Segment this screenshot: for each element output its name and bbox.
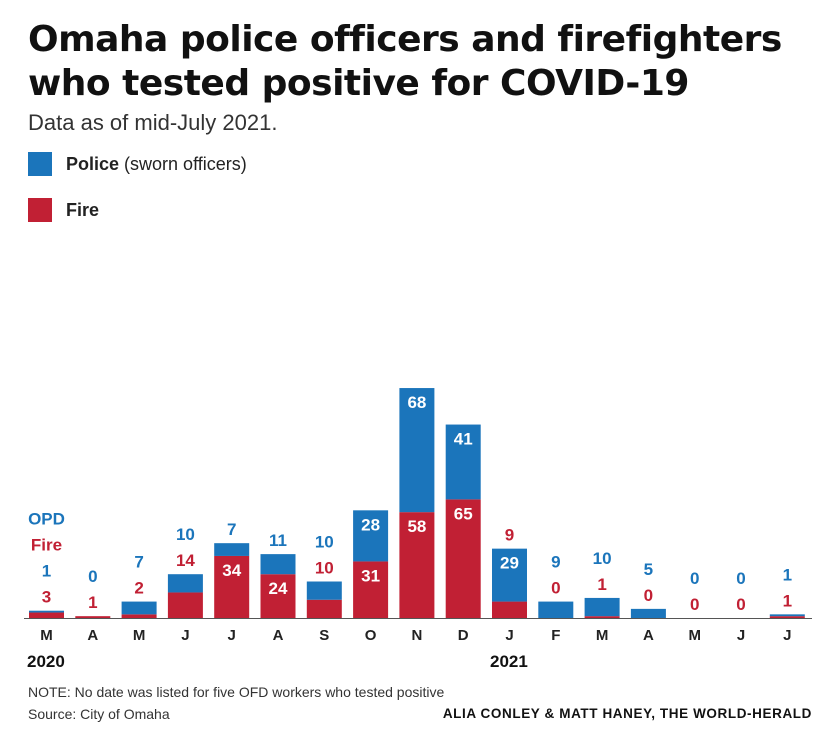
- chart-subtitle: Data as of mid-July 2021.: [28, 110, 278, 135]
- bar-police-7: [353, 510, 389, 562]
- label-fire-7: 31: [361, 566, 380, 585]
- tick-label-0: M: [40, 627, 53, 644]
- bar-fire-7: [353, 561, 389, 618]
- label-police-4: 7: [227, 520, 236, 539]
- bar-police-11: [538, 601, 574, 618]
- label-police-6: 10: [315, 533, 334, 552]
- label-fire-13: 0: [644, 586, 653, 605]
- tick-label-13: A: [643, 627, 654, 644]
- bar-fire-4: [214, 555, 250, 618]
- bar-police-3: [167, 574, 203, 593]
- tick-label-7: O: [365, 627, 377, 644]
- legend-police-swatch: [28, 152, 52, 176]
- label-fire-5: 24: [269, 579, 288, 598]
- label-fire-14: 0: [690, 595, 699, 614]
- label-fire-3: 14: [176, 551, 195, 570]
- tick-label-5: A: [273, 627, 284, 644]
- tick-label-8: N: [411, 627, 422, 644]
- label-police-11: 9: [551, 553, 560, 572]
- tick-label-4: J: [228, 627, 236, 644]
- label-fire-6: 10: [315, 559, 334, 578]
- tick-label-15: J: [737, 627, 745, 644]
- bar-police-13: [630, 608, 666, 618]
- bar-police-12: [584, 597, 620, 617]
- year-label-1: 2021: [490, 652, 528, 671]
- bar-fire-1: [75, 616, 111, 618]
- annotation-fire: Fire: [31, 536, 62, 555]
- bar-fire-9: [445, 499, 481, 618]
- tick-label-6: S: [319, 627, 329, 644]
- legend-fire-text: Fire: [66, 200, 99, 221]
- label-police-7: 28: [361, 515, 380, 534]
- legend-police-label: Police: [66, 153, 120, 174]
- bar-police-0: [29, 610, 64, 613]
- bar-fire-0: [29, 612, 64, 618]
- label-fire-2: 2: [134, 579, 143, 598]
- label-police-2: 7: [134, 553, 143, 572]
- label-police-8: 68: [407, 393, 426, 412]
- bar-police-2: [121, 601, 157, 615]
- label-police-10: 29: [500, 554, 519, 573]
- chart-note: NOTE: No date was listed for five OFD wo…: [28, 684, 445, 700]
- label-fire-0: 3: [42, 588, 51, 607]
- label-police-13: 5: [644, 560, 653, 579]
- bar-fire-12: [584, 616, 620, 618]
- bar-fire-3: [167, 592, 203, 618]
- bar-fire-6: [306, 599, 342, 618]
- bar-fire-8: [399, 512, 435, 618]
- chart-title: Omaha police officers and firefighters wh…: [28, 18, 782, 106]
- bar-fire-2: [121, 614, 157, 618]
- tick-label-1: A: [87, 627, 98, 644]
- legend-fire: Fire: [28, 198, 99, 222]
- label-fire-11: 0: [551, 579, 560, 598]
- bar-police-5: [260, 554, 296, 575]
- label-fire-4: 34: [222, 561, 241, 580]
- label-fire-12: 1: [597, 575, 606, 594]
- chart-title-line-1: Omaha police officers and firefighters: [28, 19, 782, 60]
- label-fire-8: 58: [407, 517, 426, 536]
- label-police-9: 41: [454, 430, 473, 449]
- tick-label-2: M: [133, 627, 146, 644]
- year-label-0: 2020: [27, 652, 65, 671]
- label-fire-9: 65: [454, 504, 473, 523]
- annotation-opd: OPD: [28, 510, 65, 529]
- label-fire-16: 1: [783, 591, 792, 610]
- label-police-16: 1: [783, 565, 792, 584]
- bar-police-16: [769, 614, 805, 617]
- legend-police-sub: (sworn officers): [124, 153, 247, 174]
- bar-police-4: [214, 543, 250, 556]
- legend-police: Police (sworn officers): [28, 152, 247, 176]
- bar-police-6: [306, 581, 342, 600]
- label-police-15: 0: [736, 569, 745, 588]
- legend-police-text: Police (sworn officers): [66, 154, 247, 175]
- chart-credit: ALIA CONLEY & MATT HANEY, THE WORLD-HERA…: [442, 706, 812, 721]
- legend-fire-swatch: [28, 198, 52, 222]
- label-fire-10: 9: [505, 526, 514, 545]
- bar-police-9: [445, 424, 481, 500]
- tick-label-3: J: [181, 627, 189, 644]
- tick-label-14: M: [688, 627, 701, 644]
- label-police-0: 1: [42, 562, 51, 581]
- label-police-3: 10: [176, 525, 195, 544]
- tick-label-11: F: [551, 627, 560, 644]
- legend-fire-label: Fire: [66, 199, 100, 220]
- bar-fire-16: [769, 616, 805, 618]
- tick-label-16: J: [783, 627, 791, 644]
- label-fire-15: 0: [736, 595, 745, 614]
- chart-source: Source: City of Omaha: [28, 706, 170, 722]
- label-police-14: 0: [690, 569, 699, 588]
- label-police-1: 0: [88, 567, 97, 586]
- tick-label-10: J: [505, 627, 513, 644]
- chart-title-line-2: who tested positive for COVID-19: [28, 63, 689, 104]
- label-police-5: 11: [269, 531, 287, 550]
- tick-label-9: D: [458, 627, 469, 644]
- bar-police-8: [399, 388, 435, 513]
- bar-fire-10: [492, 601, 527, 618]
- bar-fire-5: [260, 574, 296, 618]
- tick-label-12: M: [596, 627, 609, 644]
- label-fire-1: 1: [88, 593, 97, 612]
- label-police-12: 10: [593, 549, 612, 568]
- bar-police-10: [492, 548, 527, 602]
